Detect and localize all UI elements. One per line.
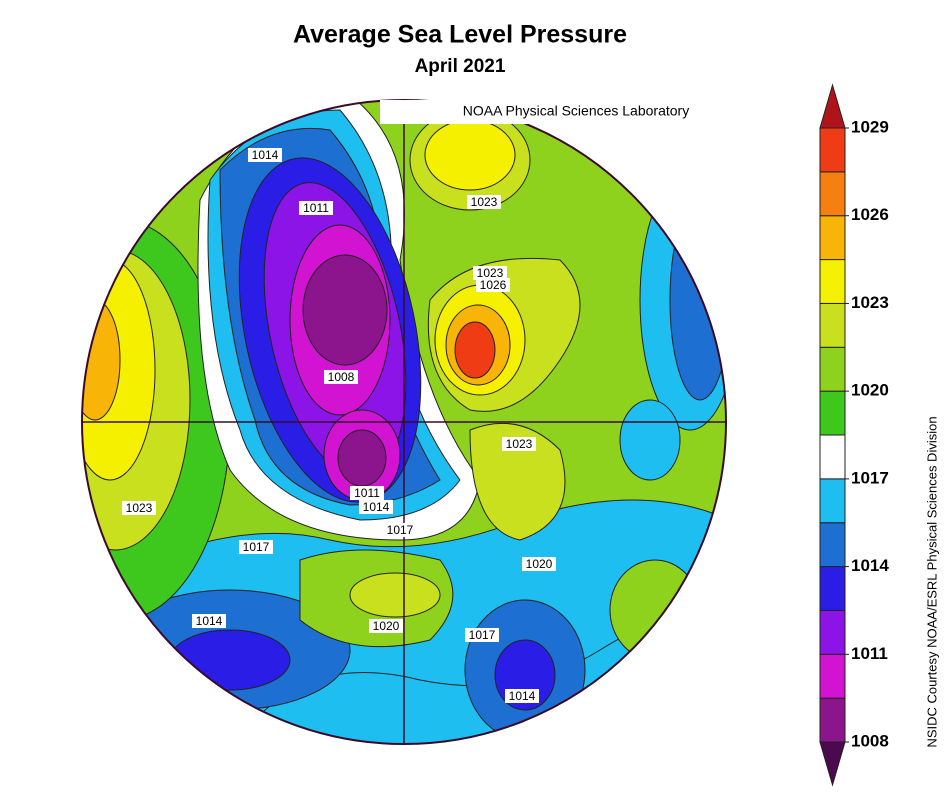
colorbar-band <box>819 390 846 436</box>
contour-label: 1023 <box>506 437 533 451</box>
contour-label-box <box>522 557 556 571</box>
contour-label: 1020 <box>526 557 553 571</box>
pressure-region <box>349 572 441 618</box>
contour-label-box <box>350 486 384 500</box>
map <box>82 100 726 744</box>
contour-label-box <box>502 437 536 451</box>
contour-label: 1020 <box>373 619 400 633</box>
colorbar-band <box>819 302 846 348</box>
pressure-region <box>424 119 516 191</box>
credit: NOAA Physical Sciences Laboratory <box>463 103 689 119</box>
colorbar-band <box>819 697 846 743</box>
contour-label: 1026 <box>480 278 507 292</box>
colorbar-over <box>819 83 846 129</box>
contour-label-box <box>467 195 501 209</box>
colorbar: 1008 1011 1014 1017 1020 1023 1026 1029 <box>819 83 889 787</box>
colorbar-band <box>819 609 846 655</box>
contour-label-box <box>324 370 358 384</box>
colorbar-tick-label: 1011 <box>851 644 888 663</box>
colorbar-band <box>819 522 846 568</box>
pressure-region <box>454 321 496 379</box>
colorbar-tick-label: 1023 <box>851 293 889 312</box>
colorbar-band <box>819 346 846 392</box>
contour-label-box <box>122 501 156 515</box>
contour-label-box <box>239 540 273 554</box>
contour-label: 1023 <box>126 501 153 515</box>
pressure-region <box>469 422 566 541</box>
colorbar-band <box>819 566 846 611</box>
contour-label: 1017 <box>243 540 270 554</box>
title: Average Sea Level Pressure <box>293 21 627 49</box>
contour-label-box <box>248 148 282 162</box>
pressure-region <box>82 299 121 421</box>
colorbar-band <box>819 215 846 261</box>
colorbar-tick-label: 1008 <box>851 731 889 750</box>
pressure-region <box>619 399 681 481</box>
contour-label: 1023 <box>471 195 498 209</box>
contour-label: 1011 <box>354 486 380 500</box>
subtitle: April 2021 <box>415 56 506 77</box>
credit-box <box>380 100 725 124</box>
colorbar-band <box>819 259 846 304</box>
contour-label-box <box>369 619 403 633</box>
colorbar-tick-label: 1014 <box>851 556 889 575</box>
contour-label-box <box>359 500 393 514</box>
contour-label: 1008 <box>328 370 355 384</box>
side-credit: NSIDC Courtesy NOAA/ESRL Physical Scienc… <box>924 416 939 747</box>
colorbar-tick-label: 1029 <box>851 117 889 136</box>
contour-label-box <box>192 614 226 628</box>
contour-label: 1023 <box>477 266 504 280</box>
colorbar-band <box>819 434 846 480</box>
contour-label: 1017 <box>387 523 414 537</box>
colorbar-band <box>819 171 846 217</box>
contour-label: 1014 <box>363 500 390 514</box>
pressure-region <box>337 429 387 487</box>
contour-label: 1011 <box>303 201 329 215</box>
colorbar-band <box>819 478 846 524</box>
contour-label-box <box>465 628 499 642</box>
contour-label-box <box>473 266 507 280</box>
contour-label: 1014 <box>252 148 279 162</box>
colorbar-tick-label: 1020 <box>851 381 889 400</box>
contour-label: 1014 <box>196 614 223 628</box>
contour-label: 1017 <box>469 628 496 642</box>
contour-label-box <box>476 278 510 292</box>
pressure-region <box>302 254 388 366</box>
colorbar-tick-label: 1026 <box>851 205 889 224</box>
colorbar-tick-label: 1017 <box>851 468 889 487</box>
contour-label-box <box>505 689 539 703</box>
contour-label: 1014 <box>509 689 536 703</box>
contour-label-box <box>299 201 333 215</box>
contour-label-box <box>383 523 417 537</box>
colorbar-under <box>819 741 846 787</box>
colorbar-band <box>819 653 846 699</box>
colorbar-band <box>819 127 846 173</box>
